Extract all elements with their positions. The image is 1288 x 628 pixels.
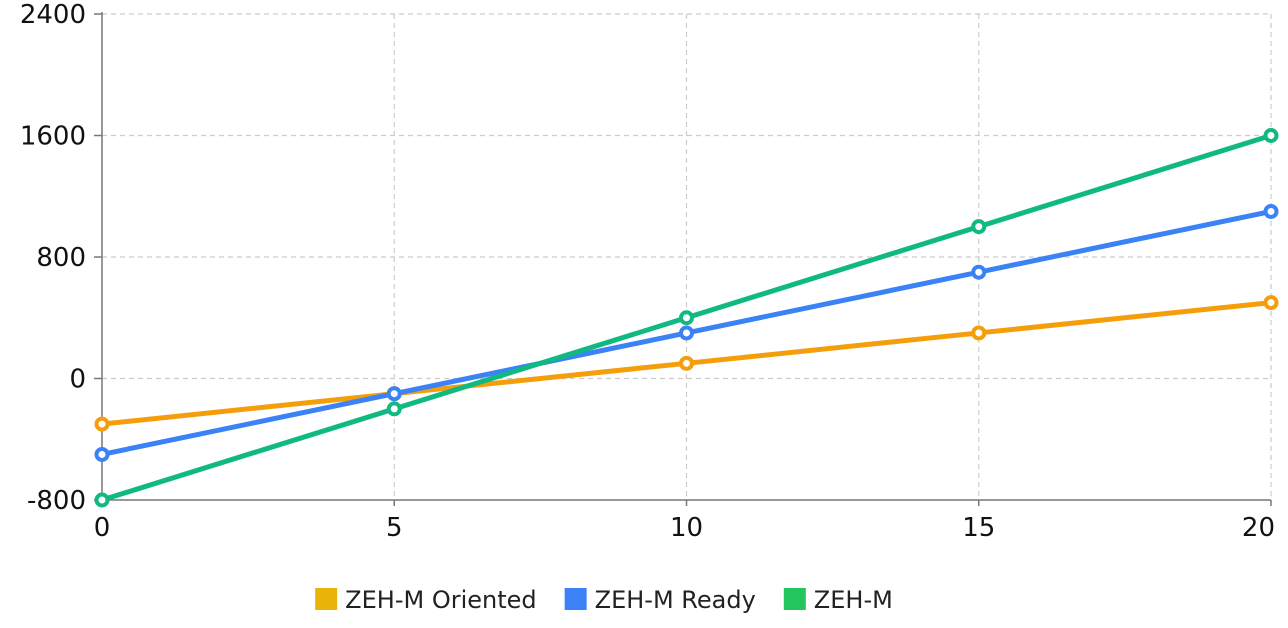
data-point-zeh-m-ready: [386, 386, 402, 402]
x-tick-label: 0: [94, 513, 111, 543]
data-point-zeh-m-ready: [679, 325, 694, 341]
legend: ZEH-M Oriented ZEH-M Ready ZEH-M: [315, 586, 893, 614]
legend-swatch-zeh-m: [783, 588, 806, 610]
data-point-zeh-m-oriented: [94, 416, 110, 432]
legend-swatch-zeh-m-oriented: [315, 588, 338, 610]
legend-label-zeh-m: ZEH-M: [814, 586, 893, 614]
y-tick-label: -800: [27, 486, 86, 516]
y-tick-label: 800: [36, 243, 86, 273]
y-tick-label: 0: [69, 365, 86, 395]
data-point-zeh-m-ready: [1263, 203, 1279, 219]
data-point-zeh-m: [971, 219, 987, 235]
x-tick-label: 20: [1242, 513, 1275, 543]
y-tick-label: 1600: [20, 122, 86, 152]
x-tick-label: 10: [670, 513, 703, 543]
axes: [94, 12, 1272, 506]
data-point-zeh-m: [386, 401, 402, 417]
legend-label-zeh-m-oriented: ZEH-M Oriented: [345, 586, 536, 614]
data-point-zeh-m-oriented: [679, 355, 694, 371]
data-point-zeh-m-ready: [971, 264, 987, 280]
x-tick-label: 15: [962, 513, 995, 543]
x-tick-label: 5: [386, 513, 403, 543]
grid: [102, 13, 1272, 500]
data-point-zeh-m-oriented: [971, 325, 987, 341]
legend-swatch-zeh-m-ready: [564, 588, 587, 610]
data-point-zeh-m: [1263, 128, 1279, 143]
data-point-zeh-m-ready: [94, 446, 110, 462]
legend-label-zeh-m-ready: ZEH-M Ready: [595, 586, 756, 614]
tick-labels: -800 0 800 1600 2400 0 5 10 15 20: [20, 0, 1275, 543]
data-point-zeh-m: [94, 492, 110, 508]
data-point-zeh-m-oriented: [1263, 295, 1279, 311]
y-tick-label: 2400: [20, 0, 86, 30]
data-point-zeh-m: [679, 310, 694, 326]
series-group: [94, 128, 1279, 508]
